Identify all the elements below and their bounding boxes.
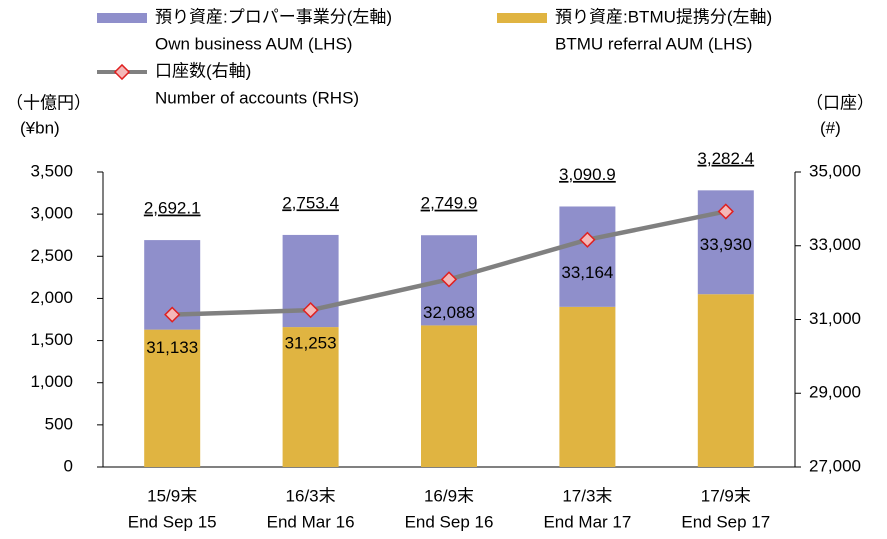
legend-label: 預り資産:プロパー事業分(左軸) xyxy=(155,7,392,26)
bar-segment xyxy=(282,327,339,467)
y-axis-label: (¥bn) xyxy=(20,118,60,137)
legend-marker xyxy=(113,63,131,81)
data-label: 31,133 xyxy=(146,338,198,357)
x-tick-label: End Mar 16 xyxy=(267,512,355,531)
x-tick-label: 17/3末 xyxy=(562,486,612,505)
data-label: 31,253 xyxy=(285,334,337,353)
bar-segment xyxy=(559,306,616,467)
bar-segment xyxy=(559,206,616,307)
y2-axis-label: (#) xyxy=(820,118,841,137)
legend-swatch xyxy=(97,13,147,23)
y2-tick-label: 29,000 xyxy=(809,383,861,402)
data-label: 32,088 xyxy=(423,303,475,322)
y-tick-label: 0 xyxy=(64,456,73,475)
marker xyxy=(579,231,596,248)
y-tick-label: 1,500 xyxy=(30,330,73,349)
bar-segment xyxy=(144,329,201,467)
y-axis-label: （十億円） xyxy=(6,93,91,112)
data-label: 33,930 xyxy=(700,235,752,254)
legend-swatch xyxy=(497,13,547,23)
y-tick-label: 3,000 xyxy=(30,204,73,223)
y2-tick-label: 27,000 xyxy=(809,456,861,475)
x-tick-label: 16/9末 xyxy=(424,486,474,505)
data-label: 33,164 xyxy=(561,263,613,282)
x-tick-label: End Sep 15 xyxy=(128,512,217,531)
x-tick-label: End Sep 17 xyxy=(681,512,770,531)
marker xyxy=(440,271,458,288)
marker xyxy=(164,306,181,323)
marker xyxy=(717,203,734,220)
legend-label: 口座数(右軸) xyxy=(155,61,251,80)
x-tick-label: 15/9末 xyxy=(147,486,197,505)
legend-label: BTMU referral AUM (LHS) xyxy=(555,34,752,53)
y2-tick-label: 33,000 xyxy=(809,235,861,254)
legend-label: Own business AUM (LHS) xyxy=(155,34,352,53)
x-tick-label: 16/3末 xyxy=(286,486,336,505)
y-tick-label: 3,500 xyxy=(30,161,73,180)
y-tick-label: 500 xyxy=(45,414,73,433)
bar-segment xyxy=(697,294,754,467)
y2-tick-label: 35,000 xyxy=(809,161,861,180)
legend-label: Number of accounts (RHS) xyxy=(155,88,359,107)
total-label: 2,692.1 xyxy=(144,199,201,218)
x-tick-label: End Mar 17 xyxy=(543,512,631,531)
y-tick-label: 2,000 xyxy=(30,288,73,307)
total-label: 3,090.9 xyxy=(559,165,616,184)
y-tick-label: 1,000 xyxy=(30,372,73,391)
total-label: 2,749.9 xyxy=(421,194,478,213)
y-tick-label: 2,500 xyxy=(30,246,73,265)
legend-label: 預り資産:BTMU提携分(左軸) xyxy=(555,7,772,26)
total-label: 3,282.4 xyxy=(697,149,754,168)
total-label: 2,753.4 xyxy=(282,193,339,212)
x-tick-label: 17/9末 xyxy=(701,486,751,505)
marker xyxy=(302,302,319,319)
bar-segment xyxy=(421,325,477,467)
x-tick-label: End Sep 16 xyxy=(405,512,494,531)
y2-tick-label: 31,000 xyxy=(809,309,861,328)
y2-axis-label: （口座） xyxy=(806,93,874,112)
